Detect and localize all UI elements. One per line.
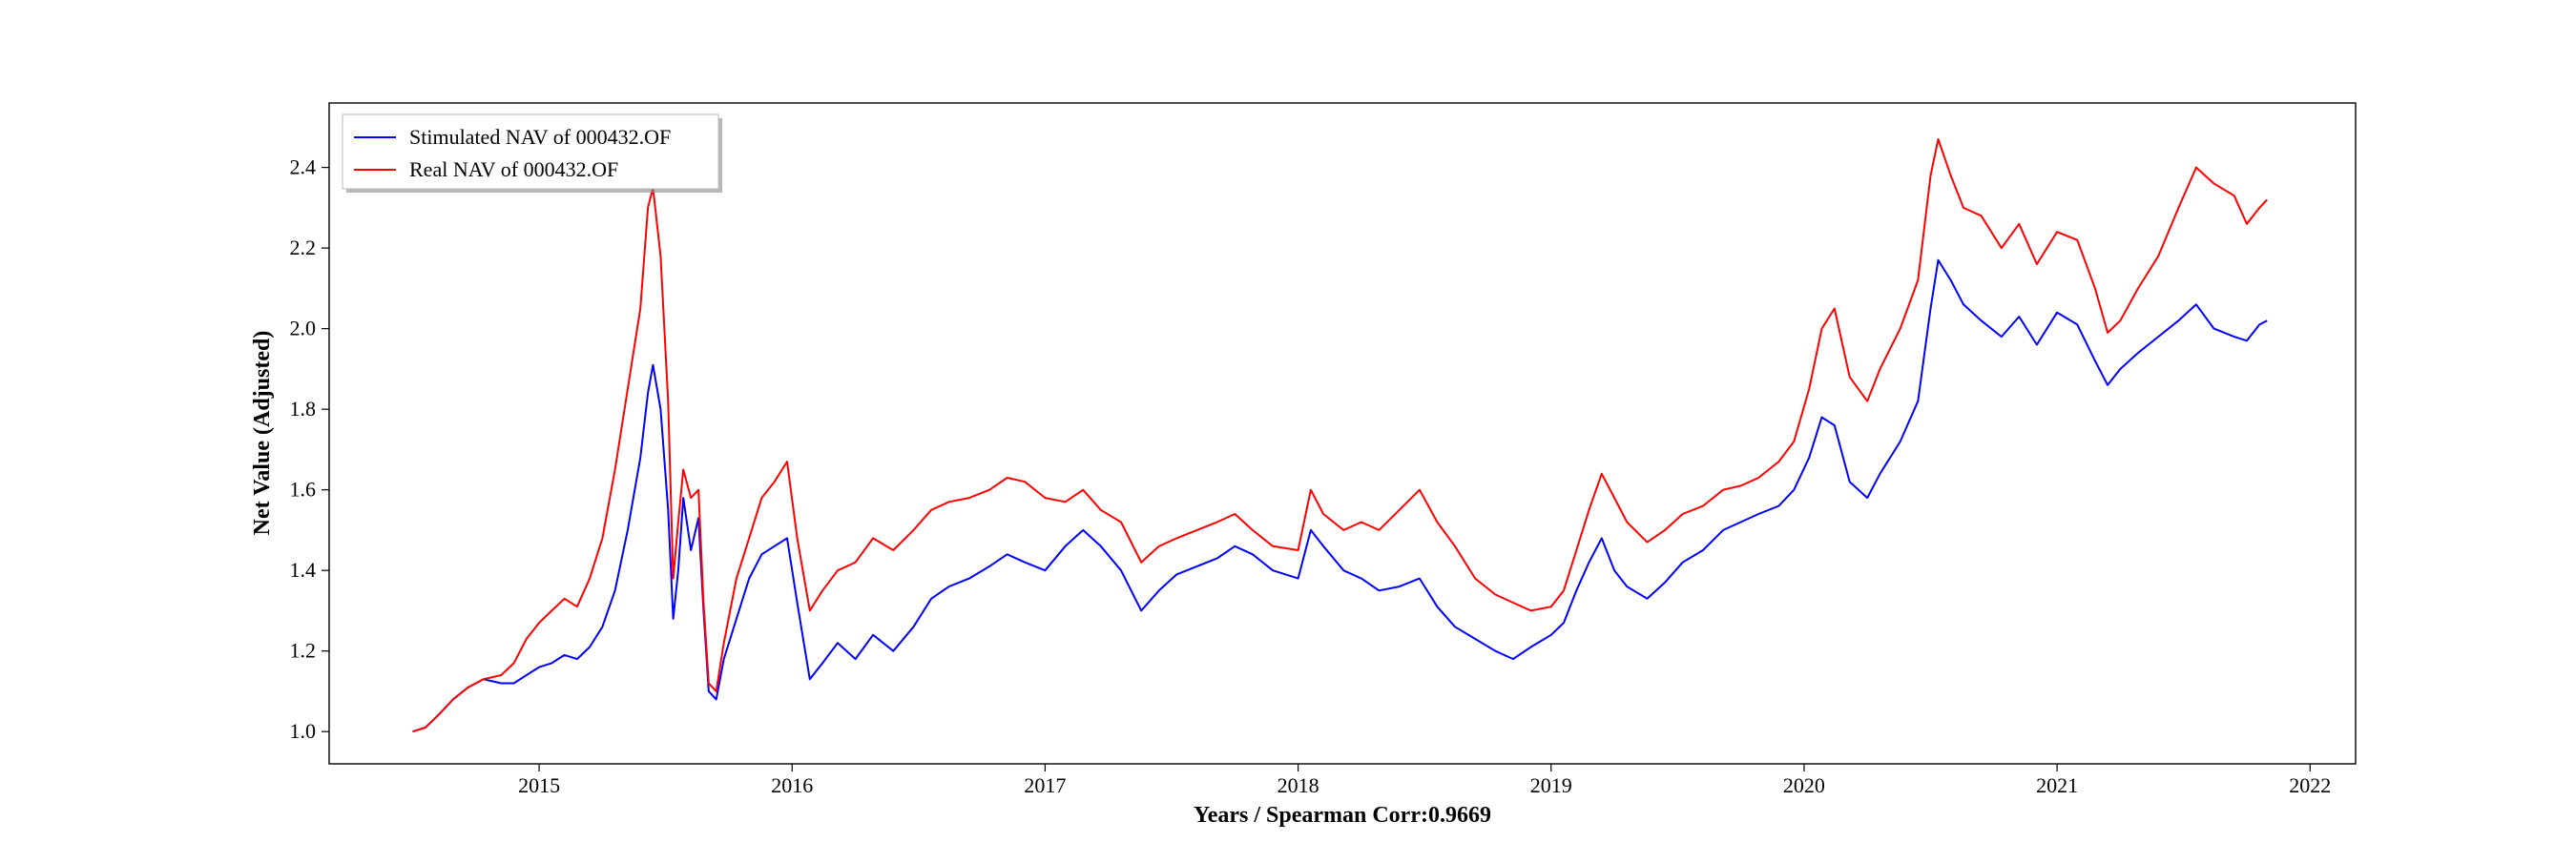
x-axis-label: Years / Spearman Corr:0.9669 [1194, 803, 1491, 828]
series-line-1 [412, 138, 2268, 733]
legend: Stimulated NAV of 000432.OF Real NAV of 0… [342, 113, 722, 193]
x-tick-label: 2017 [1024, 773, 1066, 797]
x-tick-label: 2022 [2289, 773, 2331, 797]
y-tick-label: 2.4 [290, 155, 317, 179]
y-tick-label: 2.2 [290, 236, 317, 259]
y-axis-ticks: 1.0 1.2 1.4 1.6 1.8 2.0 2.2 2.4 [290, 155, 329, 743]
x-tick-label: 2020 [1783, 773, 1825, 797]
series-line-0 [412, 258, 2268, 733]
series-layer [412, 138, 2268, 733]
plot-frame [328, 102, 2357, 765]
x-tick-label: 2019 [1530, 773, 1572, 797]
x-tick-label: 2016 [771, 773, 813, 797]
y-axis-label: Net Value (Adjusted) [250, 331, 275, 536]
y-tick-label: 2.0 [290, 317, 317, 340]
legend-box [342, 113, 719, 190]
x-tick-label: 2015 [518, 773, 560, 797]
y-tick-label: 1.2 [290, 639, 317, 663]
legend-label: Real NAV of 000432.OF [409, 157, 618, 181]
y-tick-label: 1.8 [290, 397, 317, 421]
x-tick-label: 2018 [1278, 773, 1319, 797]
y-tick-label: 1.6 [290, 478, 317, 502]
x-tick-label: 2021 [2036, 773, 2078, 797]
x-axis-ticks: 2015 2016 2017 2018 2019 2020 2021 2022 [518, 764, 2331, 797]
y-tick-label: 1.0 [290, 719, 317, 743]
y-tick-label: 1.4 [290, 558, 317, 582]
legend-label: Stimulated NAV of 000432.OF [409, 125, 671, 149]
